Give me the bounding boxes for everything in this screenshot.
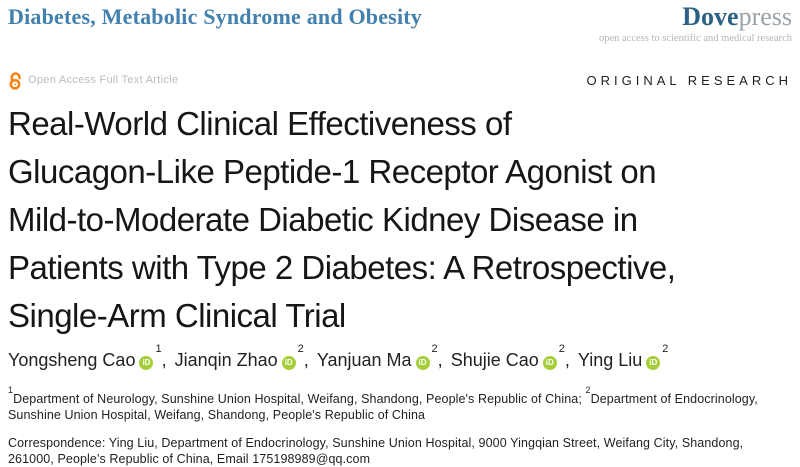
affiliation-text: Department of Endocrinology, Sunshine Un… bbox=[8, 392, 758, 422]
journal-tagline: open access to scientific and medical re… bbox=[599, 33, 792, 44]
author: Shujie Cao iD2, bbox=[450, 344, 570, 370]
dovepress-logo[interactable]: Dovepress bbox=[599, 4, 792, 30]
article-title-line: Real-World Clinical Effectiveness of bbox=[8, 105, 512, 142]
author-name: Shujie Cao bbox=[450, 350, 539, 370]
affiliation-text: Department of Neurology, Sunshine Union … bbox=[13, 392, 586, 406]
article-title-line: Glucagon-Like Peptide-1 Receptor Agonist… bbox=[8, 153, 657, 190]
author: Ying Liu iD2 bbox=[577, 344, 668, 370]
journal-header: Diabetes, Metabolic Syndrome and Obesity… bbox=[8, 4, 792, 45]
affiliation-sup: 1 bbox=[8, 384, 14, 395]
author-name: Yongsheng Cao bbox=[8, 350, 136, 370]
correspondence: Correspondence: Ying Liu, Department of … bbox=[8, 436, 792, 467]
correspondence-label: Correspondence: bbox=[8, 436, 106, 450]
author-name: Ying Liu bbox=[577, 350, 643, 370]
orcid-icon[interactable]: iD bbox=[542, 356, 557, 370]
article-title-line: Single-Arm Clinical Trial bbox=[8, 297, 346, 334]
author: Jianqin Zhao iD2, bbox=[174, 344, 309, 370]
open-access-lock-icon bbox=[9, 71, 21, 90]
author-affiliation-sup: 2 bbox=[558, 343, 565, 355]
author-name: Jianqin Zhao bbox=[174, 350, 278, 370]
author: Yanjuan Ma iD2, bbox=[316, 344, 443, 370]
author-affiliation-sup: 2 bbox=[297, 343, 304, 355]
author: Yongsheng Cao iD1, bbox=[8, 344, 167, 370]
dovepress-logo-light: press bbox=[738, 2, 792, 31]
journal-title-link[interactable]: Diabetes, Metabolic Syndrome and Obesity bbox=[8, 4, 422, 29]
article-title: Real-World Clinical Effectiveness of Glu… bbox=[8, 100, 792, 340]
article-header-page: Diabetes, Metabolic Syndrome and Obesity… bbox=[8, 4, 792, 466]
author-separator: , bbox=[564, 350, 570, 370]
author-list: Yongsheng Cao iD1, Jianqin Zhao iD2, Yanjuan… bbox=[8, 344, 792, 376]
article-title-line: Mild-to-Moderate Diabetic Kidney Disease… bbox=[8, 201, 638, 238]
affiliation-sup: 2 bbox=[585, 384, 591, 395]
orcid-icon[interactable]: iD bbox=[646, 356, 661, 370]
correspondence-text: Ying Liu, Department of Endocrinology, S… bbox=[8, 436, 744, 466]
article-type-badge: ORIGINAL RESEARCH bbox=[586, 72, 792, 88]
orcid-icon[interactable]: iD bbox=[281, 356, 296, 370]
orcid-icon[interactable]: iD bbox=[139, 356, 154, 370]
author-affiliation-sup: 2 bbox=[662, 343, 669, 355]
open-access-label: Open Access Full Text Article bbox=[28, 74, 179, 86]
author-affiliation-sup: 1 bbox=[155, 343, 162, 355]
dovepress-logo-bold: Dove bbox=[682, 2, 739, 31]
badges-row: Open Access Full Text Article ORIGINAL R… bbox=[8, 70, 792, 90]
open-access-badge: Open Access Full Text Article bbox=[8, 71, 178, 90]
affiliations: 1Department of Neurology, Sunshine Union… bbox=[8, 385, 792, 423]
author-separator: , bbox=[303, 350, 309, 370]
article-title-line: Patients with Type 2 Diabetes: A Retrosp… bbox=[8, 249, 676, 286]
author-name: Yanjuan Ma bbox=[316, 350, 412, 370]
publisher-block: Dovepress open access to scientific and … bbox=[599, 4, 792, 45]
author-affiliation-sup: 2 bbox=[431, 343, 438, 355]
orcid-icon[interactable]: iD bbox=[415, 356, 430, 370]
author-separator: , bbox=[437, 350, 443, 370]
author-separator: , bbox=[161, 350, 167, 370]
